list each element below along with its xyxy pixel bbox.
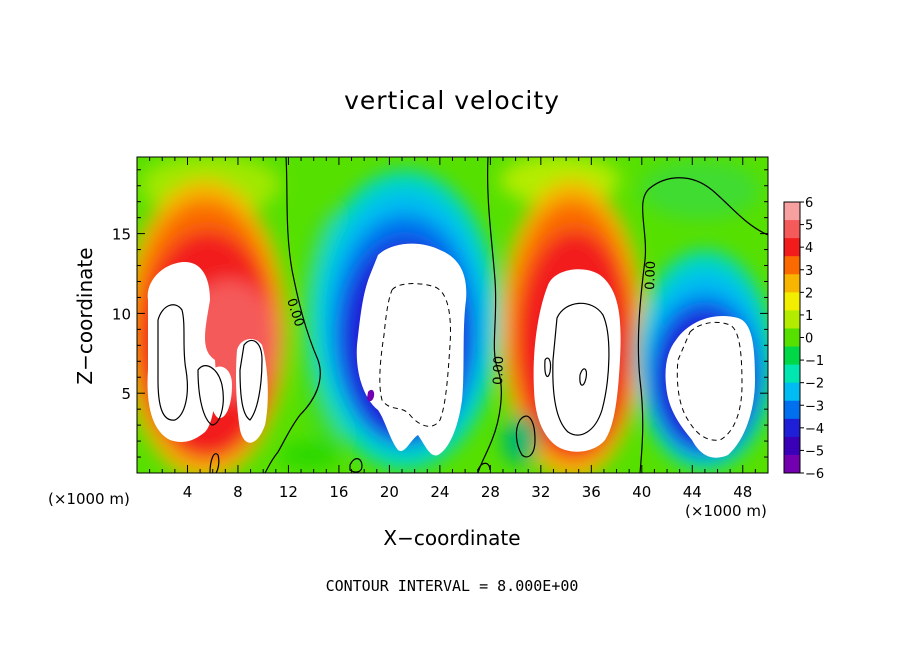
colorbar-swatch [784,202,800,221]
y-tick-label: 5 [121,385,131,403]
y-tick-label: 15 [112,226,131,244]
colorbar-swatch [784,220,800,239]
colorbar: 6 5 4 3 2 1 0 −1 −2 −3 −4 −5 −6 [783,196,824,482]
colorbar-tick-label: −2 [805,377,824,392]
x-tick-label: 32 [531,483,550,501]
y-tick-label: 10 [112,305,131,323]
colorbar-tick-label: −5 [805,444,824,459]
x-tick-label: 48 [733,483,752,501]
colorbar-tick-label: 5 [805,219,813,234]
colorbar-tick-label: −3 [805,399,824,414]
x-tick-label: 24 [430,483,449,501]
y-axis-label: Z−coordinate [73,247,97,385]
x-tick-label: 12 [279,483,298,501]
colorbar-tick-label: 4 [805,241,813,256]
heatmap-field: 0.00 0.00 0.00 [137,157,768,473]
colorbar-swatch [784,292,800,311]
x-axis-label: X−coordinate [383,526,521,550]
colorbar-tick-label: −4 [805,422,824,437]
colorbar-swatch [784,382,800,402]
chart-title: vertical velocity [344,86,560,115]
contour-lines-negative [379,283,743,441]
colorbar-tick-label: 0 [805,332,813,347]
y-axis: 5 10 15 [112,169,768,458]
x-tick-label: 4 [183,483,193,501]
colorbar-tick-label: −6 [805,467,824,482]
colorbar-tick-label: 2 [805,286,813,301]
colorbar-swatch [784,328,800,348]
x-tick-label: 44 [683,483,702,501]
core-downdraft-1 [356,243,467,456]
x-tick-label: 8 [233,483,243,501]
x-unit-label-right: (×1000 m) [685,502,767,520]
x-unit-label-left: (×1000 m) [48,490,130,508]
colorbar-swatch [784,238,800,257]
contour-label: 0.00 [491,356,507,385]
colorbar-swatch [784,346,800,366]
saturated-cores [147,243,755,458]
colorbar-swatch [784,310,800,329]
colorbar-swatch [784,256,800,275]
core-updraft-1 [147,262,216,443]
colorbar-tick-label: 6 [805,196,813,211]
colorbar-swatch [784,400,800,420]
colorbar-swatch [784,364,800,384]
colorbar-tick-label: 3 [805,264,813,279]
colorbar-swatch [784,418,800,438]
x-tick-label: 28 [481,483,500,501]
colorbar-swatch [784,454,800,474]
x-tick-label: 36 [582,483,601,501]
contour-label: 0.00 [643,261,659,290]
colorbar-tick-label: 1 [805,309,813,324]
core-updraft-2 [533,269,621,452]
colorbar-swatch [784,436,800,456]
x-axis: 4 8 12 16 20 24 28 32 36 40 44 48 [149,157,756,501]
x-tick-label: 40 [632,483,651,501]
contour-interval-footer: CONTOUR INTERVAL = 8.000E+00 [325,577,579,595]
colorbar-swatch [784,274,800,293]
core-downdraft-2 [665,316,755,458]
x-tick-label: 16 [329,483,348,501]
x-tick-label: 20 [380,483,399,501]
colorbar-tick-label: −1 [805,354,824,369]
contour-lines [157,157,768,473]
